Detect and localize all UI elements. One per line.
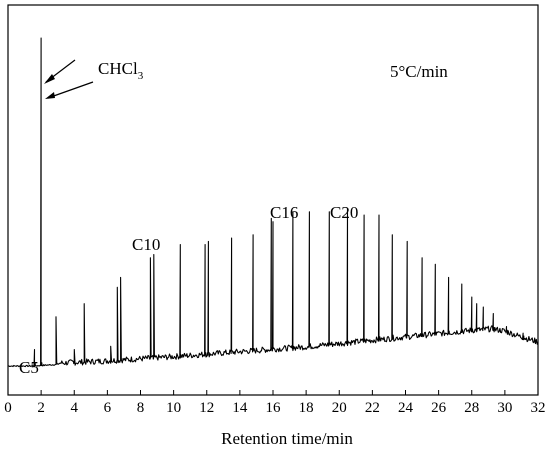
x-tick-label: 30 — [497, 400, 512, 416]
x-axis-label: Retention time/min — [221, 429, 353, 448]
peak-label-c20: C20 — [330, 203, 358, 222]
peak-label-c5: C5 — [19, 358, 39, 377]
peak-label-c10: C10 — [132, 235, 160, 254]
peak-label-c16: C16 — [270, 203, 298, 222]
x-tick-label: 24 — [398, 400, 414, 416]
x-tick-label: 0 — [4, 400, 12, 416]
solvent-arrowhead-lower — [45, 92, 55, 99]
x-tick-label: 26 — [431, 400, 447, 416]
solvent-arrowhead-upper — [44, 74, 55, 84]
condition-label: 5°C/min — [390, 62, 448, 81]
x-tick-label: 14 — [232, 400, 248, 416]
solvent-subscript: 3 — [138, 70, 144, 82]
x-tick-label: 12 — [199, 400, 214, 416]
x-tick-label: 8 — [137, 400, 145, 416]
solvent-label: CHCl3 — [98, 59, 144, 82]
x-tick-label: 10 — [166, 400, 181, 416]
x-tick-label: 20 — [332, 400, 347, 416]
x-tick-label: 22 — [365, 400, 380, 416]
solvent-annotation: CHCl3 — [44, 59, 144, 99]
x-ticks: 0 2 4 6 8 10 12 14 16 18 20 22 24 26 28 30 32 — [4, 390, 546, 416]
x-tick-label: 18 — [299, 400, 314, 416]
x-tick-label: 2 — [37, 400, 45, 416]
x-tick-label: 16 — [266, 400, 282, 416]
x-tick-label: 4 — [71, 400, 79, 416]
solvent-arrow-lower — [47, 81, 94, 99]
x-tick-label: 28 — [464, 400, 479, 416]
x-tick-label: 6 — [104, 400, 112, 416]
chromatogram-trace — [7, 37, 539, 368]
x-tick-label: 32 — [531, 400, 546, 416]
